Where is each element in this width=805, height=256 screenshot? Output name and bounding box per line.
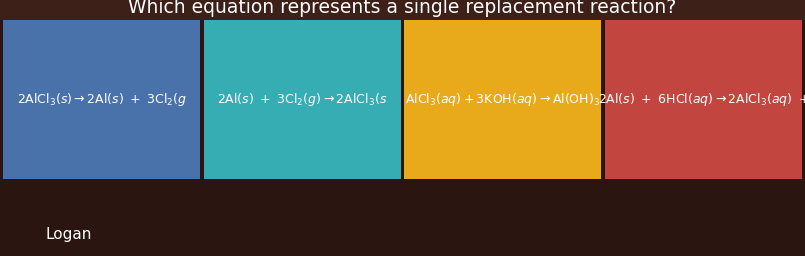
Text: Which equation represents a single replacement reaction?: Which equation represents a single repla… [128,0,677,17]
FancyBboxPatch shape [204,20,401,179]
Text: $2\mathrm{Al}(s)\ +\ 6\mathrm{HCl}(aq) \rightarrow 2\mathrm{AlCl}_3(aq)\ +$: $2\mathrm{Al}(s)\ +\ 6\mathrm{HCl}(aq) \… [597,91,805,108]
FancyBboxPatch shape [605,20,802,179]
Text: $2\mathrm{AlCl}_3(s) \rightarrow 2\mathrm{Al}(s)\ +\ 3\mathrm{Cl}_2(g$: $2\mathrm{AlCl}_3(s) \rightarrow 2\mathr… [17,91,187,108]
Text: $2\mathrm{Al}(s)\ +\ 3\mathrm{Cl}_2(g) \rightarrow 2\mathrm{AlCl}_3(s$: $2\mathrm{Al}(s)\ +\ 3\mathrm{Cl}_2(g) \… [217,91,387,108]
FancyBboxPatch shape [0,0,805,20]
FancyBboxPatch shape [404,20,601,179]
Text: Logan: Logan [45,227,92,242]
Text: $\mathrm{AlCl}_3(aq) + 3\mathrm{KOH}(aq) \rightarrow \mathrm{Al(OH)}_3$: $\mathrm{AlCl}_3(aq) + 3\mathrm{KOH}(aq)… [405,91,601,108]
FancyBboxPatch shape [3,20,200,179]
